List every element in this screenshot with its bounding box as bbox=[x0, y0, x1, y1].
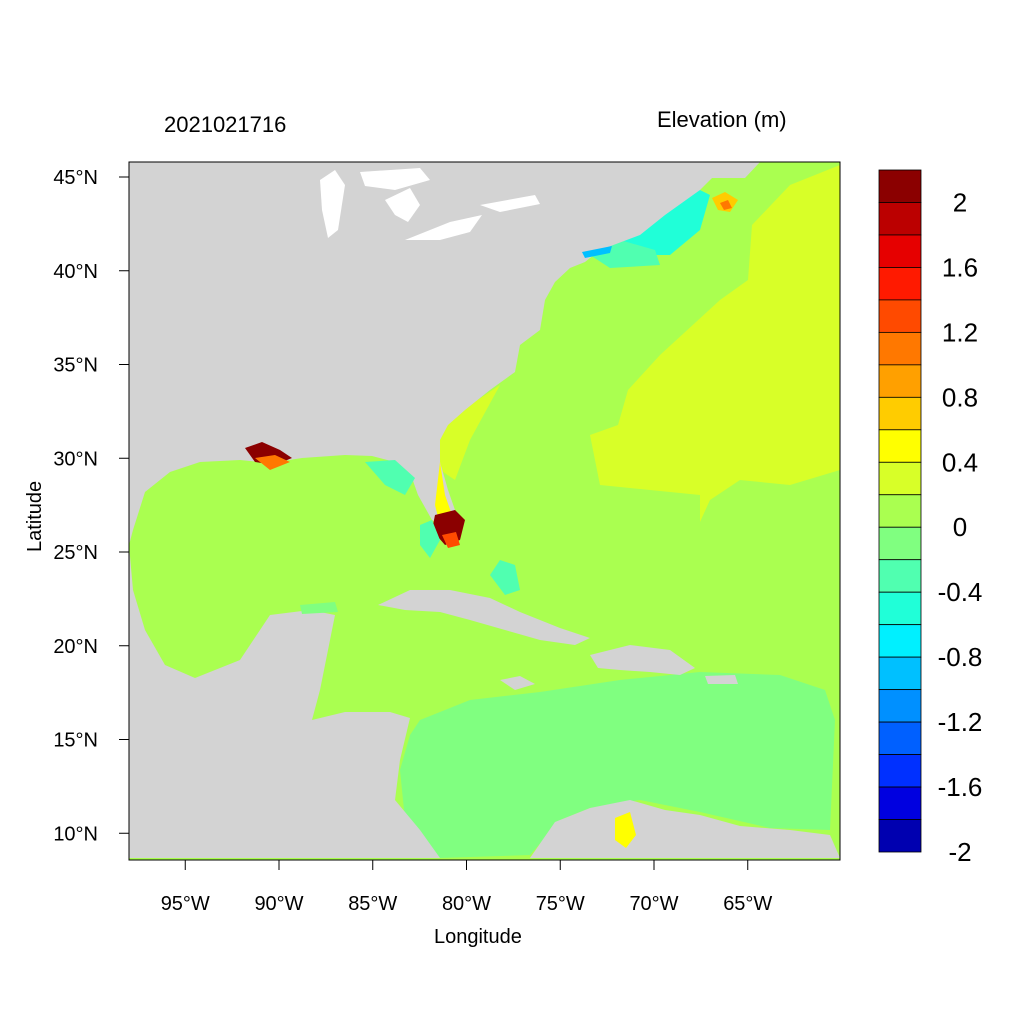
apalachee-bay-negative bbox=[365, 460, 415, 495]
colorbar-swatch bbox=[878, 461, 922, 496]
colorbar-label: -0.8 bbox=[938, 642, 983, 672]
colorbar-label: -0.4 bbox=[938, 577, 983, 607]
jamaica-land bbox=[500, 676, 535, 690]
x-axis: 95°W 90°W 85°W 80°W 75°W 70°W 65°W bbox=[161, 860, 772, 915]
x-axis-title: Longitude bbox=[434, 926, 522, 948]
east-florida-positive bbox=[440, 385, 500, 480]
louisiana-coast-mid bbox=[255, 455, 290, 470]
plot-frame bbox=[128, 161, 841, 861]
colorbar-label: 2 bbox=[953, 187, 967, 217]
x-tick-label: 65°W bbox=[723, 893, 772, 915]
y-tick-label: 25°N bbox=[53, 542, 98, 564]
colorbar-label: -1.2 bbox=[938, 707, 983, 737]
colorbar-swatch bbox=[878, 591, 922, 626]
y-tick-label: 40°N bbox=[53, 261, 98, 283]
y-tick-label: 30°N bbox=[53, 448, 98, 470]
colorbar-label: 1.6 bbox=[942, 252, 978, 282]
y-tick-label: 35°N bbox=[53, 355, 98, 377]
caribbean-negative-region bbox=[400, 672, 835, 858]
yucatan-shelf bbox=[300, 602, 338, 614]
variable-title: Elevation (m) bbox=[657, 107, 787, 132]
colorbar-label: 0.8 bbox=[942, 382, 978, 412]
y-axis: 45°N 40°N 35°N 30°N 25°N 20°N 15°N 10°N bbox=[53, 167, 129, 845]
colorbar-swatch bbox=[878, 396, 922, 431]
puerto-rico-land bbox=[705, 675, 738, 684]
colorbar-swatch bbox=[878, 267, 922, 301]
florida-bay-high bbox=[442, 532, 460, 548]
colorbar-swatch bbox=[878, 299, 922, 333]
florida-shelf-positive bbox=[435, 462, 452, 525]
map-layers bbox=[129, 162, 840, 860]
bay-of-fundy-peak bbox=[720, 200, 732, 210]
mexico-land bbox=[129, 545, 440, 858]
colorbar-label: -2 bbox=[948, 837, 971, 867]
colorbar-swatch bbox=[878, 169, 922, 203]
hispaniola-land bbox=[590, 645, 695, 675]
colorbar-label: 0 bbox=[953, 512, 967, 542]
colorbar-swatch bbox=[878, 494, 922, 528]
colorbar-swatch bbox=[878, 331, 922, 366]
long-island-sound-negative bbox=[582, 246, 612, 258]
x-tick-label: 75°W bbox=[536, 893, 585, 915]
y-tick-label: 20°N bbox=[53, 636, 98, 658]
atlantic-positive-region bbox=[590, 165, 840, 522]
bahamas-shelf bbox=[490, 560, 520, 595]
colorbar-swatch bbox=[878, 202, 922, 236]
x-tick-label: 70°W bbox=[629, 893, 678, 915]
colorbar-swatch bbox=[878, 429, 922, 463]
x-tick-label: 90°W bbox=[254, 893, 303, 915]
north-america-land bbox=[129, 162, 760, 545]
y-tick-label: 15°N bbox=[53, 730, 98, 752]
cuba-land bbox=[378, 590, 590, 645]
colorbar-label: -1.6 bbox=[938, 772, 983, 802]
great-lakes bbox=[320, 168, 540, 240]
x-tick-label: 80°W bbox=[442, 893, 491, 915]
gulf-of-venezuela-positive bbox=[615, 812, 636, 848]
colorbar-swatch bbox=[878, 754, 922, 788]
colorbar-label: 0.4 bbox=[942, 447, 978, 477]
y-tick-label: 10°N bbox=[53, 823, 98, 845]
colorbar-swatch bbox=[878, 526, 922, 561]
south-america-land bbox=[530, 800, 840, 858]
colorbar-swatch bbox=[878, 624, 922, 658]
y-tick-label: 45°N bbox=[53, 167, 98, 189]
colorbar-swatch bbox=[878, 721, 922, 755]
colorbar-label: 1.2 bbox=[942, 317, 978, 347]
colorbar-swatch bbox=[878, 364, 922, 398]
colorbar-swatch bbox=[878, 559, 922, 593]
date-title: 2021021716 bbox=[164, 112, 287, 137]
colorbar-swatch bbox=[878, 786, 922, 820]
colorbar-swatch bbox=[878, 689, 922, 723]
colorbar-swatch bbox=[878, 819, 922, 853]
x-tick-label: 85°W bbox=[348, 893, 397, 915]
x-tick-label: 95°W bbox=[161, 893, 210, 915]
colorbar-swatch bbox=[878, 234, 922, 268]
colorbar-swatch bbox=[878, 656, 922, 691]
colorbar: 2 1.6 1.2 0.8 0.4 0 -0.4 -0.8 -1.2 -1.6 -2 bbox=[878, 169, 983, 867]
southwest-florida-negative bbox=[420, 520, 440, 558]
